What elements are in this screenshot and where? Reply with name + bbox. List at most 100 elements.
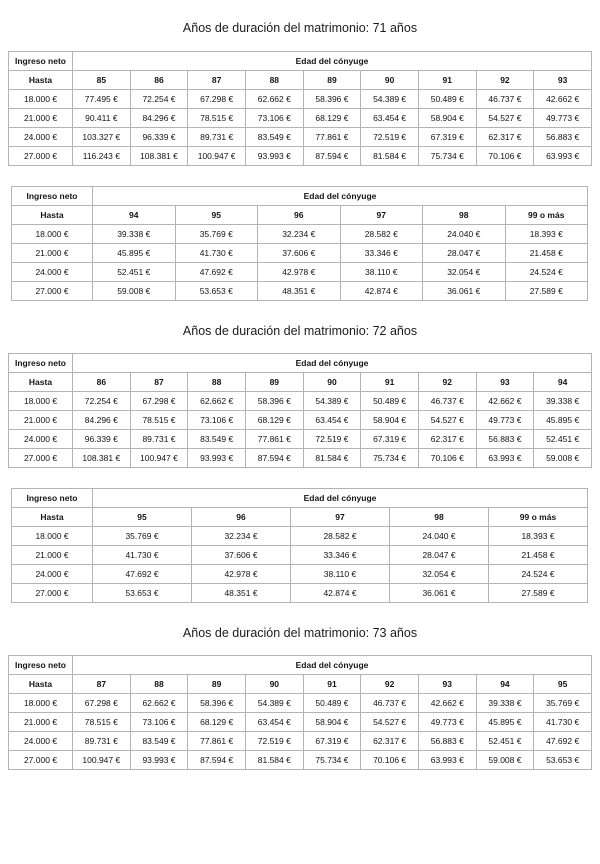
amount-cell: 62.662 € <box>244 89 304 109</box>
payout-table-72-ages-95-99: Ingreso neto Edad del cónyuge Hasta 95 96 97 9… <box>11 488 588 603</box>
amount-cell: 62.317 € <box>417 429 477 449</box>
spouse-age-group-header-cell: Edad del cónyuge <box>92 186 588 206</box>
amount-cell: 68.129 € <box>302 108 362 128</box>
amount-cell: 72.519 € <box>302 429 362 449</box>
age-column-header-cell: 86 <box>129 70 189 90</box>
amount-cell: 21.458 € <box>488 545 588 565</box>
amount-cell: 18.393 € <box>504 224 588 244</box>
amount-cell: 70.106 € <box>360 750 419 770</box>
amount-cell: 24.524 € <box>488 564 588 584</box>
income-cell: 24.000 € <box>8 429 73 449</box>
amount-cell: 53.653 € <box>533 750 592 770</box>
spouse-age-group-header-cell: Edad del cónyuge <box>72 51 592 71</box>
amount-cell: 53.653 € <box>174 281 258 301</box>
amount-cell: 32.054 € <box>389 564 489 584</box>
amount-cell: 58.396 € <box>302 89 362 109</box>
income-header-cell: Ingreso neto <box>11 488 93 508</box>
amount-cell: 37.606 € <box>191 545 291 565</box>
amount-cell: 52.451 € <box>92 262 176 282</box>
income-cell: 21.000 € <box>8 712 73 732</box>
payout-table-71-ages-85-93: Ingreso neto Edad del cónyuge Hasta 85 86 87 8… <box>8 51 592 166</box>
age-column-header-cell: 99 o más <box>488 507 588 527</box>
amount-cell: 50.489 € <box>360 391 419 411</box>
amount-cell: 58.396 € <box>244 391 304 411</box>
amount-cell: 54.527 € <box>417 410 477 430</box>
amount-cell: 39.338 € <box>475 693 535 713</box>
group-header-row: Ingreso neto Edad del cónyuge <box>8 655 592 675</box>
amount-cell: 24.524 € <box>504 262 588 282</box>
income-cell: 18.000 € <box>11 526 93 546</box>
amount-cell: 108.381 € <box>129 146 189 166</box>
amount-cell: 54.389 € <box>360 89 419 109</box>
data-row: 18.000 €72.254 €67.298 €62.662 €58.396 €… <box>8 391 592 411</box>
age-column-header-cell: 95 <box>174 205 258 225</box>
amount-cell: 87.594 € <box>302 146 362 166</box>
amount-cell: 47.692 € <box>533 731 592 751</box>
amount-cell: 41.730 € <box>92 545 192 565</box>
amount-cell: 63.993 € <box>475 448 535 468</box>
amount-cell: 77.861 € <box>302 127 362 147</box>
amount-cell: 87.594 € <box>187 750 246 770</box>
hasta-header-cell: Hasta <box>11 205 93 225</box>
income-cell: 27.000 € <box>8 750 73 770</box>
amount-cell: 37.606 € <box>257 243 341 263</box>
hasta-header-cell: Hasta <box>8 372 73 392</box>
income-cell: 27.000 € <box>8 448 73 468</box>
age-column-header-cell: 96 <box>191 507 291 527</box>
data-row: 27.000 €108.381 €100.947 €93.993 €87.594… <box>8 448 592 468</box>
amount-cell: 50.489 € <box>417 89 477 109</box>
age-column-header-cell: 87 <box>72 674 131 694</box>
age-column-header-cell: 87 <box>187 70 246 90</box>
data-row: 18.000 €67.298 €62.662 €58.396 €54.389 €… <box>8 693 592 713</box>
age-columns-row: Hasta 86 87 88 89 90 91 92 93 94 <box>8 372 592 392</box>
age-column-header-cell: 89 <box>302 70 362 90</box>
age-column-header-cell: 91 <box>417 70 477 90</box>
age-column-header-cell: 98 <box>389 507 489 527</box>
data-row: 24.000 €103.327 €96.339 €89.731 €83.549 … <box>8 127 592 147</box>
amount-cell: 24.040 € <box>422 224 506 244</box>
amount-cell: 28.582 € <box>290 526 390 546</box>
spouse-age-group-header-cell: Edad del cónyuge <box>72 353 592 373</box>
age-column-header-cell: 88 <box>187 372 246 392</box>
age-column-header-cell: 97 <box>339 205 423 225</box>
amount-cell: 77.861 € <box>187 731 246 751</box>
income-cell: 21.000 € <box>8 108 73 128</box>
age-columns-row: Hasta 95 96 97 98 99 o más <box>11 507 588 527</box>
data-row: 21.000 €45.895 €41.730 €37.606 €33.346 €… <box>11 243 588 263</box>
amount-cell: 62.317 € <box>475 127 535 147</box>
amount-cell: 33.346 € <box>290 545 390 565</box>
amount-cell: 78.515 € <box>129 410 189 430</box>
age-column-header-cell: 94 <box>533 372 592 392</box>
amount-cell: 75.734 € <box>360 448 419 468</box>
amount-cell: 58.396 € <box>187 693 246 713</box>
amount-cell: 73.106 € <box>244 108 304 128</box>
data-row: 21.000 €90.411 €84.296 €78.515 €73.106 €… <box>8 108 592 128</box>
amount-cell: 54.527 € <box>360 712 419 732</box>
amount-cell: 93.993 € <box>129 750 189 770</box>
income-cell: 24.000 € <box>8 731 73 751</box>
amount-cell: 49.773 € <box>417 712 477 732</box>
amount-cell: 93.993 € <box>244 146 304 166</box>
amount-cell: 63.993 € <box>417 750 477 770</box>
age-column-header-cell: 95 <box>533 674 592 694</box>
income-cell: 21.000 € <box>11 545 93 565</box>
amount-cell: 67.298 € <box>72 693 131 713</box>
amount-cell: 45.895 € <box>475 712 535 732</box>
amount-cell: 100.947 € <box>187 146 246 166</box>
age-column-header-cell: 89 <box>187 674 246 694</box>
amount-cell: 89.731 € <box>129 429 189 449</box>
age-column-header-cell: 89 <box>244 372 304 392</box>
section-matrimonio-71: Años de duración del matrimonio: 71 años… <box>0 21 600 301</box>
amount-cell: 81.584 € <box>302 448 362 468</box>
amount-cell: 67.298 € <box>187 89 246 109</box>
amount-cell: 39.338 € <box>92 224 176 244</box>
amount-cell: 77.861 € <box>244 429 304 449</box>
amount-cell: 42.874 € <box>290 583 390 603</box>
age-column-header-cell: 90 <box>360 70 419 90</box>
income-cell: 18.000 € <box>8 693 73 713</box>
income-header-cell: Ingreso neto <box>8 655 73 675</box>
amount-cell: 47.692 € <box>92 564 192 584</box>
amount-cell: 96.339 € <box>129 127 189 147</box>
amount-cell: 46.737 € <box>360 693 419 713</box>
amount-cell: 42.662 € <box>533 89 592 109</box>
